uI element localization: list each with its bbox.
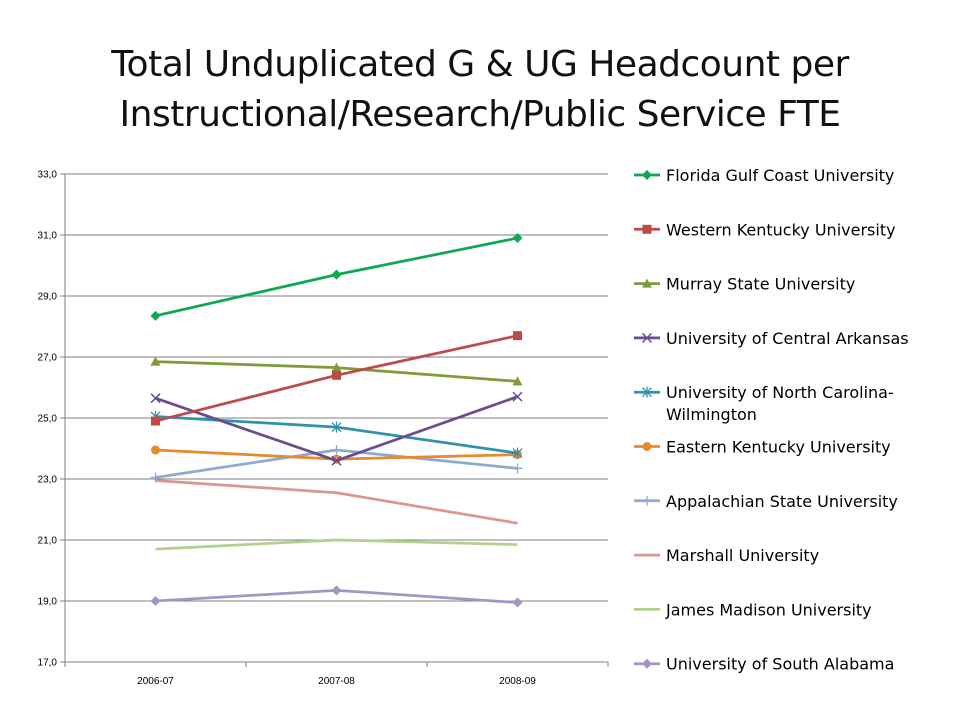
y-tick-label: 21,0 <box>38 536 58 547</box>
legend-label: University of Central Arkansas <box>666 329 909 348</box>
y-tick-label: 17,0 <box>38 658 58 669</box>
legend-marker <box>642 442 652 451</box>
data-point <box>332 454 341 464</box>
legend-marker <box>642 658 652 669</box>
series-line <box>155 479 518 525</box>
legend-item: Appalachian State University <box>634 492 898 511</box>
legend-item: University of South Alabama <box>634 655 894 674</box>
x-tick-label: 2006-07 <box>137 676 174 687</box>
legend-marker <box>642 278 652 288</box>
y-tick-label: 25,0 <box>38 414 58 425</box>
legend-item: University of Central Arkansas <box>634 329 909 348</box>
data-point <box>512 597 523 608</box>
x-tick-label: 2007-08 <box>318 676 355 687</box>
data-point <box>331 585 342 596</box>
series-group <box>150 233 523 608</box>
data-point <box>331 445 342 456</box>
data-point <box>150 310 161 321</box>
data-point <box>512 447 523 459</box>
data-point <box>150 472 161 483</box>
legend-label: Wilmington <box>666 405 757 424</box>
legend-marker <box>641 332 653 343</box>
y-tick-label: 23,0 <box>38 475 58 486</box>
title-line-1: Total Unduplicated G & UG Headcount per <box>111 44 849 85</box>
series-western-kentucky-university <box>151 331 522 426</box>
data-point <box>331 362 342 372</box>
data-point <box>331 455 342 466</box>
axes: 17,0 19,0 21,0 23,0 25,0 27,0 29,0 31,0 33,0 2006… <box>38 170 609 687</box>
series-murray-state-university <box>150 356 523 386</box>
series-florida-gulf-coast-university <box>150 233 523 321</box>
legend-label: Appalachian State University <box>666 492 898 511</box>
data-point <box>512 391 523 402</box>
data-point <box>151 445 160 455</box>
legend-label: University of South Alabama <box>666 655 894 674</box>
legend-marker <box>642 170 652 180</box>
data-point <box>150 356 161 366</box>
y-tick-label: 33,0 <box>38 170 58 181</box>
series-line <box>155 538 518 551</box>
legend-marker <box>642 224 652 234</box>
legend-label: Eastern Kentucky University <box>666 438 891 457</box>
data-point <box>332 370 341 380</box>
legend-item: Murray State University <box>634 275 855 294</box>
data-point <box>331 269 342 280</box>
legend-item: Western Kentucky University <box>634 220 896 239</box>
data-point <box>150 596 161 606</box>
legend: Florida Gulf Coast University Western Ken… <box>634 166 909 674</box>
y-tick-label: 27,0 <box>38 353 58 364</box>
legend-label: Florida Gulf Coast University <box>666 166 894 185</box>
data-point <box>513 331 522 341</box>
page-title: Total Unduplicated G & UG Headcount per … <box>40 40 920 140</box>
legend-marker <box>642 386 652 398</box>
legend-marker <box>642 495 652 506</box>
y-tick-label: 31,0 <box>38 231 58 242</box>
legend-label: University of North Carolina- <box>666 383 894 402</box>
legend-item: Florida Gulf Coast University <box>634 166 894 185</box>
data-point <box>331 421 342 433</box>
data-point <box>150 393 161 404</box>
data-point <box>512 463 523 474</box>
series-university-of-south-alabama <box>150 585 523 608</box>
data-point <box>512 376 523 386</box>
legend-label: Marshall University <box>666 546 819 565</box>
legend-item: James Madison University <box>634 600 872 619</box>
y-tick-label: 19,0 <box>38 597 58 608</box>
legend-label: Murray State University <box>666 275 855 294</box>
legend-item: University of North Carolina- Wilmington <box>634 383 894 424</box>
data-point <box>151 416 160 426</box>
legend-item: Marshall University <box>634 546 819 565</box>
title-line-2: Instructional/Research/Public Service FT… <box>119 94 841 135</box>
data-point <box>512 233 523 244</box>
series-james-madison-university <box>155 538 518 551</box>
series-university-of-central-arkansas <box>150 391 523 466</box>
series-appalachian-state-university <box>150 445 523 483</box>
legend-item: Eastern Kentucky University <box>634 438 891 457</box>
series-marshall-university <box>155 479 518 525</box>
legend-label: Western Kentucky University <box>666 220 896 239</box>
legend-label: James Madison University <box>665 600 872 619</box>
x-tick-label: 2008-09 <box>499 676 536 687</box>
y-tick-label: 29,0 <box>38 292 58 303</box>
